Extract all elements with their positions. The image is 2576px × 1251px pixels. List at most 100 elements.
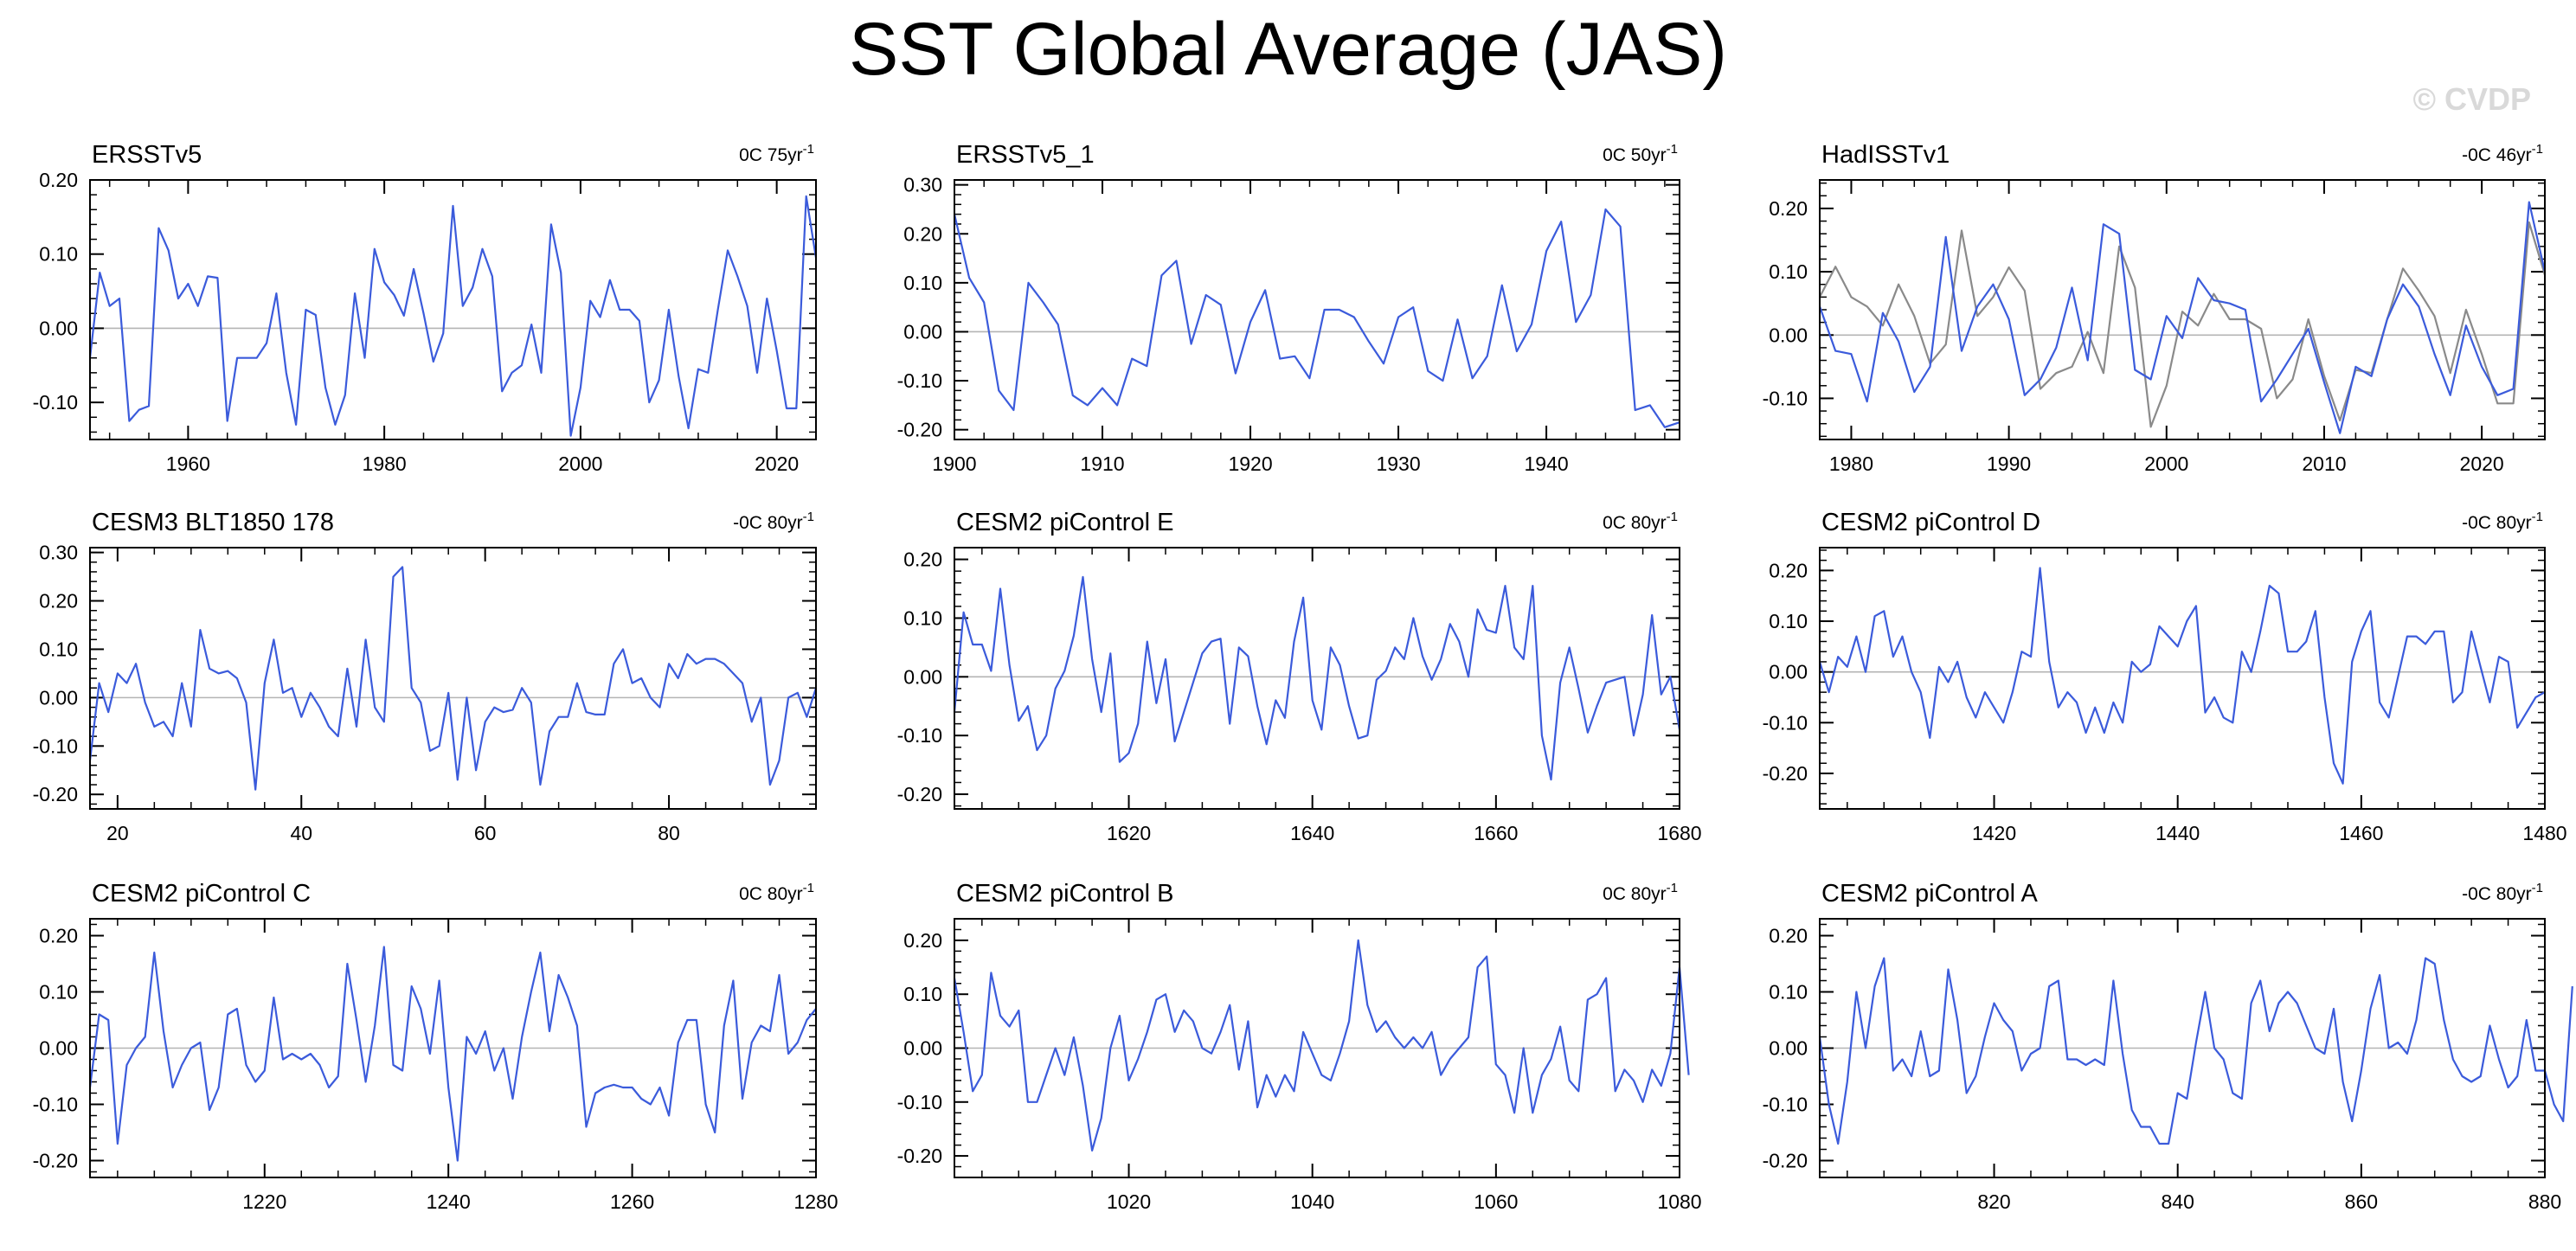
panel-title: CESM2 piControl D	[1821, 509, 2040, 536]
y-tick-label: 0.20	[39, 590, 78, 613]
y-tick-label: -0.10	[1763, 711, 1808, 734]
y-tick-label: -0.10	[897, 724, 942, 747]
x-tick-label: 80	[658, 822, 680, 844]
x-tick-label: 880	[2528, 1190, 2561, 1213]
x-tick-label: 2010	[2302, 452, 2346, 475]
x-tick-label: 1080	[1657, 1190, 1701, 1213]
x-tick-label: 1220	[242, 1190, 286, 1213]
x-tick-label: 40	[290, 822, 312, 844]
x-tick-label: 840	[2162, 1190, 2194, 1213]
x-tick-label: 1480	[2522, 822, 2566, 844]
cvdp-watermark: © CVDP	[2412, 81, 2531, 117]
series-line	[953, 939, 1690, 1152]
y-tick-label: -0.20	[1763, 1150, 1808, 1172]
series-line	[88, 566, 818, 791]
panel-trend: 0C 80yr-1	[739, 881, 814, 904]
x-tick-label: 1660	[1474, 822, 1518, 844]
panel-title: CESM2 piControl C	[92, 880, 311, 908]
y-tick-label: 0.10	[1769, 610, 1808, 632]
y-tick-label: 0.00	[1769, 1037, 1808, 1060]
y-tick-label: 0.00	[1769, 661, 1808, 683]
y-tick-label: 0.20	[903, 222, 942, 245]
x-tick-label: 2020	[755, 452, 799, 475]
series-line	[953, 208, 1680, 428]
panel-title: CESM3 BLT1850 178	[92, 509, 334, 536]
y-tick-label: 0.10	[903, 272, 942, 294]
y-tick-label: -0.10	[33, 391, 78, 414]
chart-panel: 1980 1990 2000 2010 2020 -0.10 0.00 0.10 0.20 Had…	[1763, 141, 2547, 475]
series-line	[1818, 201, 2547, 434]
x-tick-label: 1900	[932, 452, 976, 475]
x-tick-label: 1280	[793, 1190, 838, 1213]
y-tick-label: 0.10	[1769, 981, 1808, 1004]
series-line	[88, 946, 817, 1162]
x-tick-label: 1020	[1107, 1190, 1151, 1213]
y-tick-label: -0.10	[897, 369, 942, 392]
panel-title: ERSSTv5	[92, 141, 202, 169]
y-tick-label: -0.10	[33, 1094, 78, 1116]
panel-trend: 0C 80yr-1	[1603, 881, 1678, 904]
panel-title: HadISSTv1	[1821, 141, 1950, 169]
y-tick-label: -0.10	[897, 1091, 942, 1113]
panel-trend: 0C 50yr-1	[1603, 142, 1678, 165]
x-tick-label: 1440	[2155, 822, 2200, 844]
series-line	[88, 195, 818, 437]
plot-frame	[954, 179, 1680, 440]
y-tick-label: 0.00	[1769, 324, 1808, 346]
plot-frame	[954, 547, 1680, 810]
figure-title: SST Global Average (JAS)	[849, 8, 1727, 91]
panel-title: CESM2 piControl A	[1821, 880, 2038, 908]
plot-frame	[89, 179, 817, 440]
x-tick-label: 1980	[1829, 452, 1873, 475]
y-tick-label: 0.00	[903, 320, 942, 343]
plot-frame	[954, 918, 1680, 1178]
y-tick-label: 0.10	[1769, 260, 1808, 283]
x-tick-label: 1060	[1474, 1190, 1518, 1213]
chart-panel: 1220 1240 1260 1280 -0.20 -0.10 0.00 0.10 0.20 CE…	[33, 880, 838, 1213]
y-tick-label: -0.20	[1763, 762, 1808, 785]
y-tick-label: 0.20	[1769, 925, 1808, 947]
y-tick-label: -0.10	[1763, 1094, 1808, 1116]
chart-panel: 1960 1980 2000 2020 -0.10 0.00 0.10 0.20 ERSSTv5…	[33, 141, 818, 475]
x-tick-label: 820	[1977, 1190, 2010, 1213]
series-line	[1818, 957, 2573, 1145]
y-tick-label: -0.20	[897, 419, 942, 441]
x-tick-label: 1920	[1228, 452, 1272, 475]
x-tick-label: 1620	[1107, 822, 1151, 844]
chart-panel: 820 840 860 880 -0.20 -0.10 0.00 0.10 0.20 CESM2 …	[1763, 880, 2573, 1213]
plot-frame	[1819, 179, 2546, 440]
series-line	[1818, 567, 2546, 785]
y-tick-label: -0.20	[897, 1145, 942, 1167]
panel-trend: -0C 80yr-1	[733, 510, 814, 533]
y-tick-label: 0.20	[1769, 197, 1808, 220]
y-tick-label: 0.30	[903, 174, 942, 196]
panel-trend: 0C 75yr-1	[739, 142, 814, 165]
x-tick-label: 860	[2345, 1190, 2378, 1213]
y-tick-label: 0.10	[39, 243, 78, 266]
x-tick-label: 1680	[1657, 822, 1701, 844]
x-tick-label: 20	[106, 822, 129, 844]
x-tick-label: 1040	[1290, 1190, 1334, 1213]
y-tick-label: -0.10	[1763, 387, 1808, 409]
y-tick-label: 0.00	[903, 1037, 942, 1060]
panel-trend: -0C 80yr-1	[2462, 510, 2543, 533]
panel-title: CESM2 piControl B	[956, 880, 1173, 908]
reference-series-line	[1819, 221, 2547, 428]
x-tick-label: 1990	[1987, 452, 2031, 475]
y-tick-label: -0.20	[897, 783, 942, 805]
x-tick-label: 1930	[1376, 452, 1420, 475]
y-tick-label: -0.20	[33, 1150, 78, 1172]
panel-trend: 0C 80yr-1	[1603, 510, 1678, 533]
chart-panel: 1420 1440 1460 1480 -0.20 -0.10 0.00 0.10 0.20 CE…	[1763, 509, 2567, 844]
chart-panel: 1620 1640 1660 1680 -0.20 -0.10 0.00 0.10 0.20 CE…	[897, 509, 1702, 844]
y-tick-label: 0.10	[39, 981, 78, 1004]
y-tick-label: 0.20	[1769, 559, 1808, 581]
y-tick-label: 0.10	[39, 638, 78, 660]
plot-frame	[1819, 547, 2546, 810]
x-tick-label: 1640	[1290, 822, 1334, 844]
y-tick-label: 0.20	[903, 929, 942, 952]
x-tick-label: 2000	[558, 452, 602, 475]
x-tick-label: 1910	[1080, 452, 1124, 475]
x-tick-label: 1260	[610, 1190, 654, 1213]
